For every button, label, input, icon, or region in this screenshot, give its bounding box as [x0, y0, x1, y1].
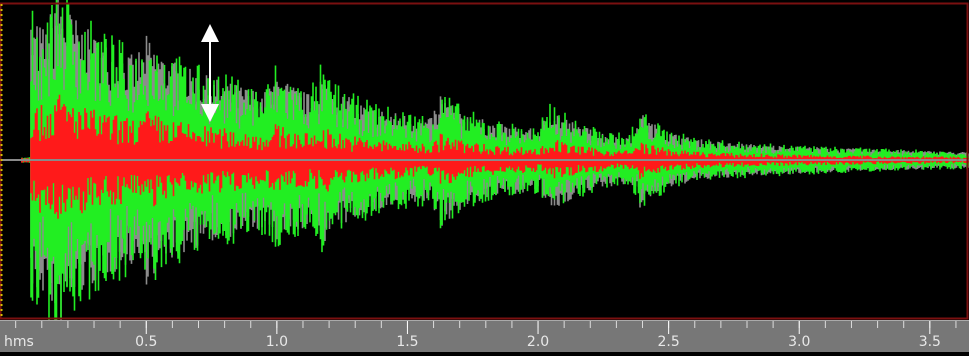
amplitude-arrow — [201, 24, 219, 122]
ruler-tick-label: 3.5 — [919, 334, 941, 350]
time-ruler — [0, 320, 969, 352]
ruler-tick-label: 2.0 — [527, 334, 549, 350]
ruler-tick-label: 1.0 — [266, 334, 288, 350]
ruler-tick-label: 2.5 — [658, 334, 680, 350]
ruler-tick-label: 0.5 — [135, 334, 157, 350]
ruler-tick-label: 1.5 — [396, 334, 418, 350]
ruler-tick-label: 3.0 — [788, 334, 810, 350]
ruler-unit: hms — [4, 334, 34, 350]
